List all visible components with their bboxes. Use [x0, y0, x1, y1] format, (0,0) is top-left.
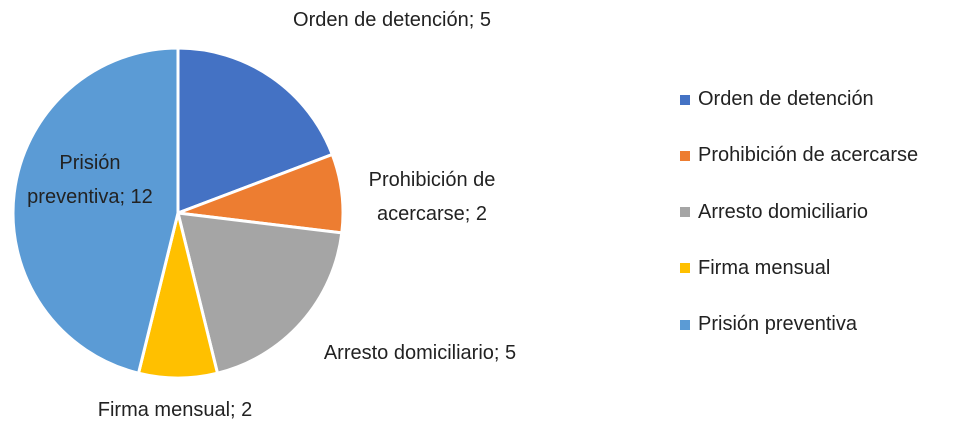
- data-label: Prisión preventiva; 12: [27, 152, 153, 208]
- legend-item: Arresto domiciliario: [680, 201, 868, 224]
- legend-label: Firma mensual: [698, 256, 831, 279]
- legend-swatch: [680, 263, 690, 274]
- data-label: Firma mensual; 2: [97, 399, 253, 421]
- legend-label: Prisión preventiva: [698, 313, 857, 336]
- legend-swatch: [680, 94, 690, 105]
- pie-slice: [176, 46, 335, 216]
- legend-swatch: [680, 150, 690, 161]
- legend-item: Orden de detención: [680, 88, 874, 111]
- legend-item: Prisión preventiva: [680, 313, 857, 336]
- legend-swatch: [680, 207, 690, 218]
- legend-label: Arresto domiciliario: [698, 200, 869, 223]
- legend-item: Firma mensual: [680, 257, 830, 280]
- legend-label: Orden de detención: [698, 88, 874, 110]
- data-label: Orden de detención; 5: [293, 9, 491, 31]
- legend-swatch: [680, 319, 690, 330]
- legend-label: Prohibición de acercarse: [698, 144, 919, 167]
- pie-slice: [11, 46, 180, 376]
- data-label: Arresto domiciliario; 5: [323, 342, 517, 364]
- data-label: Prohibición de acercarse; 2: [368, 169, 496, 225]
- legend-item: Prohibición de acercarse: [680, 144, 918, 167]
- pie-slice: [176, 211, 344, 376]
